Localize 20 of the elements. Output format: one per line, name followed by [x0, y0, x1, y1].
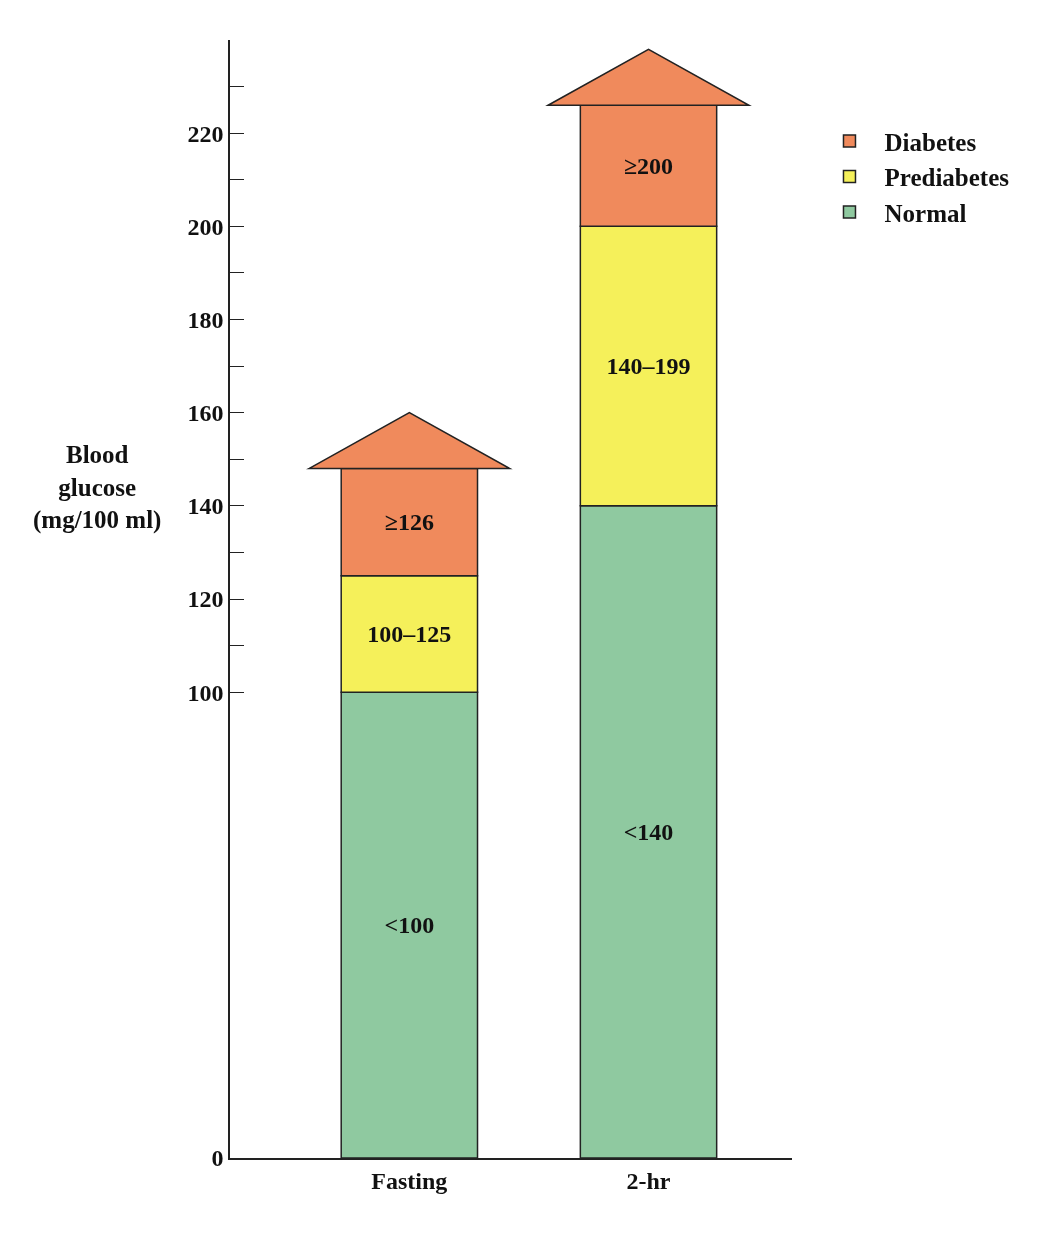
data-label: <100 — [384, 912, 435, 939]
y-tick-label: 180 — [187, 306, 224, 333]
y-tick-label: 140 — [187, 493, 224, 520]
legend-label: Diabetes — [884, 128, 977, 156]
legend-label: Prediabetes — [884, 164, 1010, 192]
y-tick-label: 220 — [187, 120, 224, 147]
x-tick-label: Fasting — [371, 1167, 448, 1194]
legend-label: Normal — [884, 199, 967, 227]
x-tick-label: 2-hr — [626, 1167, 671, 1194]
data-label: ≥200 — [623, 152, 674, 179]
y-tick-label: 160 — [187, 400, 224, 427]
y-axis-title: Blood glucose (mg/100 ml) — [33, 441, 162, 534]
data-label: ≥126 — [384, 509, 434, 536]
y-tick-label: 0 — [211, 1145, 224, 1172]
y-tick-label: 200 — [187, 213, 224, 240]
data-label: <140 — [623, 818, 674, 845]
y-tick-label: 120 — [187, 586, 224, 613]
data-label: 100–125 — [367, 620, 452, 647]
y-tick-label: 100 — [187, 679, 224, 706]
data-label: 140–199 — [606, 353, 691, 380]
